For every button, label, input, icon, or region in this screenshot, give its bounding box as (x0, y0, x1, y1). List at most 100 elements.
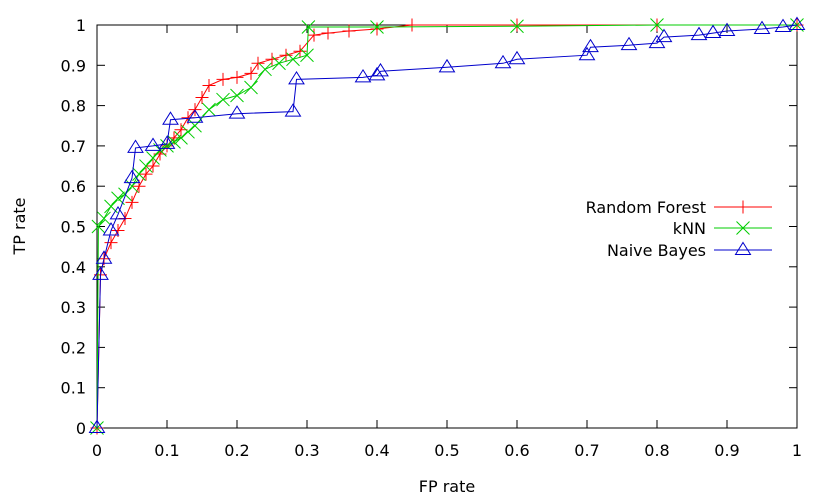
data-point (510, 19, 524, 34)
x-tick-label: 1 (792, 441, 802, 460)
data-point (753, 20, 771, 35)
data-point (372, 62, 389, 77)
series-1 (90, 18, 804, 435)
data-point (508, 50, 526, 65)
data-point (578, 46, 596, 61)
data-point (132, 167, 146, 181)
data-point (582, 38, 599, 53)
data-point (109, 205, 127, 220)
data-point (104, 236, 118, 250)
data-point (342, 24, 356, 38)
data-point (92, 266, 109, 280)
x-tick-label: 0.7 (574, 441, 599, 460)
y-tick-label: 0.9 (61, 56, 86, 75)
data-point (244, 80, 258, 95)
data-point (125, 195, 139, 209)
x-tick-label: 0.5 (434, 441, 459, 460)
data-point (146, 159, 160, 173)
data-point (244, 66, 258, 80)
data-point (202, 78, 216, 92)
y-tick-label: 1 (76, 16, 86, 35)
x-axis-title: FP rate (419, 477, 475, 496)
data-point (301, 20, 316, 34)
x-tick-label: 0.2 (224, 441, 249, 460)
data-point (284, 103, 302, 117)
y-tick-label: 0 (76, 419, 86, 438)
y-tick-label: 0.4 (61, 258, 86, 277)
data-point (279, 48, 293, 62)
data-point (160, 139, 174, 153)
x-tick-label: 0.4 (364, 441, 389, 460)
axis-ticks: 0 0.1 0.2 0.3 0.4 0.5 0.6 0.7 0.8 0.9 1 0 0.1 0.2 0.3 0… (61, 16, 803, 460)
data-point (158, 135, 176, 149)
data-point (718, 22, 736, 37)
data-point (307, 28, 321, 42)
data-point (405, 18, 419, 32)
x-tick-label: 0.9 (714, 441, 739, 460)
data-point (354, 68, 372, 83)
x-tick-label: 0.8 (644, 441, 669, 460)
data-point (494, 54, 512, 69)
data-point (97, 211, 111, 226)
data-point (370, 22, 384, 36)
data-point (139, 159, 153, 173)
x-tick-label: 0.6 (504, 441, 529, 460)
y-axis-title: TP rate (10, 197, 29, 255)
legend-marker (736, 221, 750, 235)
data-point (438, 58, 456, 73)
data-point (146, 151, 160, 165)
y-tick-label: 0.8 (61, 97, 86, 116)
data-point (228, 105, 246, 119)
data-point (139, 167, 153, 181)
data-point (230, 88, 244, 103)
data-point (230, 70, 244, 84)
data-point (293, 44, 307, 58)
data-point (181, 124, 195, 139)
data-point (174, 130, 188, 145)
y-tick-label: 0.2 (61, 338, 86, 357)
legend-marker (734, 241, 752, 255)
data-point (162, 111, 179, 125)
data-point (300, 48, 314, 63)
data-point (690, 26, 708, 41)
data-point (258, 62, 272, 77)
data-point (186, 109, 204, 123)
data-point (127, 139, 144, 153)
legend-label: Naive Bayes (607, 241, 706, 260)
data-point (321, 26, 335, 40)
x-tick-label: 0.3 (294, 441, 319, 460)
legend-label: Random Forest (586, 198, 706, 217)
y-tick-label: 0.5 (61, 218, 86, 237)
data-point (88, 419, 106, 433)
x-tick-label: 0.1 (154, 441, 179, 460)
data-point (704, 24, 722, 39)
data-point (167, 135, 181, 149)
data-point (655, 28, 673, 43)
data-point (144, 137, 162, 151)
data-point (788, 16, 806, 30)
data-point (216, 72, 230, 86)
y-tick-label: 0.6 (61, 177, 86, 196)
data-point (216, 92, 230, 107)
series-layer (88, 16, 806, 435)
data-point (368, 66, 386, 81)
data-point (286, 52, 300, 67)
data-point (202, 102, 216, 117)
data-point (123, 169, 141, 184)
y-tick-label: 0.3 (61, 298, 86, 317)
data-point (650, 18, 664, 32)
series-2 (88, 16, 806, 433)
data-point (102, 222, 120, 236)
data-point (265, 52, 279, 66)
x-tick-label: 0 (92, 441, 102, 460)
data-point (118, 187, 132, 202)
y-tick-label: 0.1 (61, 379, 86, 398)
legend-label: kNN (673, 219, 706, 238)
data-point (272, 56, 286, 71)
data-point (195, 91, 209, 105)
data-point (188, 118, 202, 133)
data-point (370, 20, 384, 34)
legend-marker (736, 200, 750, 214)
data-point (510, 18, 524, 32)
